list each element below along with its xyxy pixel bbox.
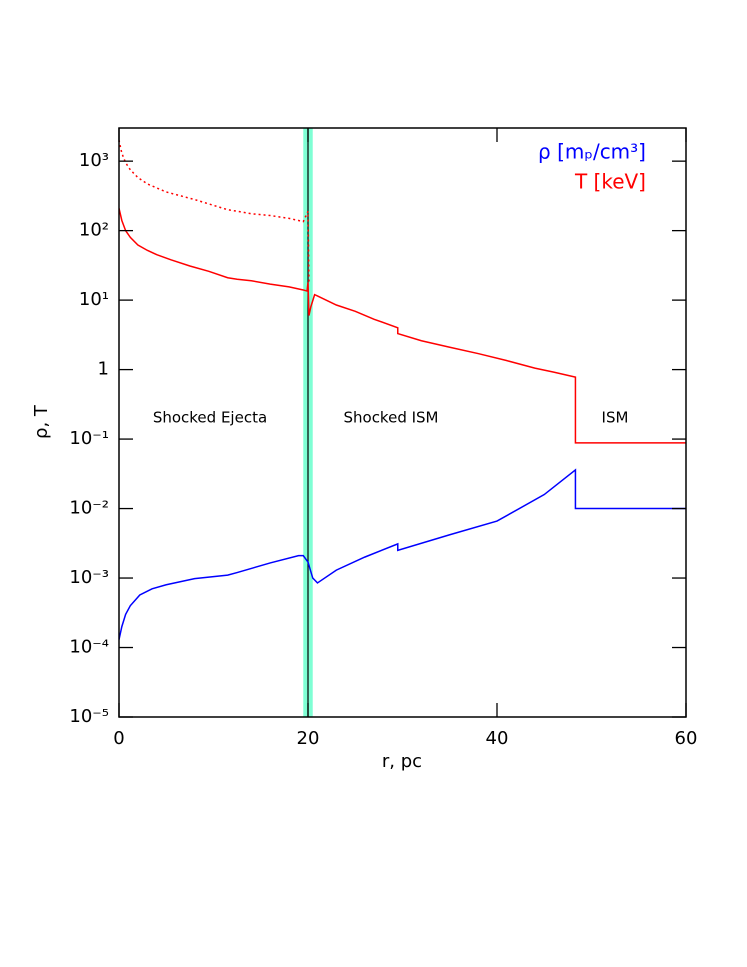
series-line <box>119 468 686 640</box>
y-tick-label: 10⁻⁵ <box>69 706 109 727</box>
x-axis-label: r, pc <box>382 751 422 772</box>
region-label: Shocked ISM <box>343 409 438 427</box>
y-tick-label: 10⁻⁴ <box>69 637 109 658</box>
region-label: Shocked Ejecta <box>153 409 267 427</box>
legend-entry: ρ [mₚ/cm³] <box>538 140 646 164</box>
x-tick-label: 20 <box>297 728 320 749</box>
y-tick-label: 1 <box>98 359 109 380</box>
x-tick-label: 0 <box>113 728 124 749</box>
y-tick-label: 10³ <box>79 150 109 171</box>
series-line <box>119 140 310 283</box>
series-line <box>119 208 686 444</box>
legend-entry: T [keV] <box>574 170 646 194</box>
y-tick-label: 10² <box>79 220 109 241</box>
y-tick-label: 10⁻¹ <box>69 428 109 449</box>
x-tick-label: 60 <box>675 728 698 749</box>
region-label: ISM <box>602 409 629 427</box>
plot-frame <box>118 127 687 718</box>
x-tick-label: 40 <box>486 728 509 749</box>
y-tick-label: 10¹ <box>79 289 109 310</box>
y-tick-label: 10⁻³ <box>69 567 109 588</box>
y-tick-label: 10⁻² <box>69 498 109 519</box>
y-axis-label: ρ, T <box>31 404 52 439</box>
